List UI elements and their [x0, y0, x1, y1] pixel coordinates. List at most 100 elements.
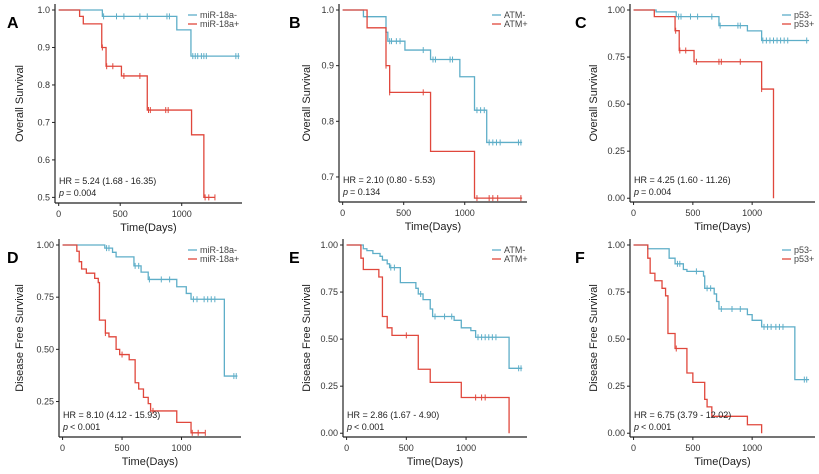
p-value: p = 0.134 — [342, 187, 380, 197]
x-axis-title: Time(Days) — [120, 222, 176, 234]
x-axis-title: Time(Days) — [405, 221, 461, 233]
hazard-ratio: HR = 6.75 (3.79 - 12.02) — [634, 410, 731, 420]
y-axis-title: Disease Free Survival — [301, 284, 313, 392]
y-tick-label: 0.50 — [607, 99, 625, 109]
p-symbol: p — [633, 187, 639, 197]
y-tick-label: 1.0 — [321, 5, 334, 15]
x-tick-label: 0 — [631, 208, 636, 218]
y-tick-label: 0.50 — [607, 334, 625, 344]
legend-label: miR-18a- — [200, 10, 237, 20]
y-axis-title: Overall Survival — [588, 64, 600, 141]
y-tick-label: 0.9 — [321, 61, 334, 71]
x-tick-label: 1000 — [172, 443, 192, 453]
y-tick-label: 0.00 — [320, 428, 338, 438]
y-tick-label: 1.0 — [37, 5, 50, 15]
y-tick-label: 1.00 — [607, 240, 625, 250]
p-value: p < 0.001 — [346, 422, 384, 432]
y-tick-label: 0.7 — [37, 117, 50, 127]
legend-label: ATM+ — [504, 254, 528, 264]
legend-label: p53+ — [794, 254, 814, 264]
p-value: p < 0.001 — [633, 422, 671, 432]
y-axis-title: Disease Free Survival — [14, 284, 26, 392]
legend-label: ATM+ — [504, 19, 528, 29]
x-tick-label: 500 — [115, 443, 130, 453]
hazard-ratio: HR = 5.24 (1.68 - 16.35) — [59, 176, 156, 186]
y-tick-label: 1.00 — [36, 240, 54, 250]
y-tick-label: 0.8 — [37, 80, 50, 90]
y-tick-label: 0.9 — [37, 42, 50, 52]
p-value: p < 0.001 — [62, 422, 100, 432]
y-tick-label: 0.75 — [607, 287, 625, 297]
y-axis-title: Overall Survival — [301, 64, 313, 141]
panel-letter: F — [575, 250, 585, 267]
panel-letter: D — [7, 250, 19, 267]
p-symbol: p — [58, 188, 64, 198]
p-value: p = 0.004 — [633, 187, 671, 197]
p-value-text: < 0.001 — [70, 422, 100, 432]
survival-curve-ATM- — [346, 244, 523, 369]
y-tick-label: 0.50 — [36, 344, 54, 354]
panel-letter: B — [289, 15, 301, 32]
x-axis-title: Time(Days) — [694, 456, 750, 468]
y-tick-label: 0.75 — [36, 292, 54, 302]
legend-label: p53+ — [794, 19, 814, 29]
x-tick-label: 500 — [399, 443, 414, 453]
p-symbol: p — [342, 187, 348, 197]
p-symbol: p — [633, 422, 639, 432]
p-value-text: = 0.004 — [66, 188, 96, 198]
y-tick-label: 0.00 — [607, 193, 625, 203]
x-tick-label: 1000 — [742, 208, 762, 218]
x-tick-label: 1000 — [456, 443, 476, 453]
x-tick-label: 500 — [685, 443, 700, 453]
x-tick-label: 0 — [340, 208, 345, 218]
y-axis-title: Overall Survival — [14, 65, 26, 142]
survival-curve-miR-18a+ — [58, 9, 215, 199]
y-tick-label: 0.00 — [607, 428, 625, 438]
y-tick-label: 1.00 — [320, 240, 338, 250]
y-tick-label: 0.25 — [36, 397, 54, 407]
survival-curve-p53+ — [633, 244, 763, 434]
legend-label: p53- — [794, 245, 812, 255]
y-tick-label: 1.00 — [607, 5, 625, 15]
y-tick-label: 0.5 — [37, 192, 50, 202]
y-tick-label: 0.7 — [321, 172, 334, 182]
y-tick-label: 0.75 — [607, 52, 625, 62]
panel-letter: C — [575, 15, 587, 32]
legend-label: ATM- — [504, 245, 525, 255]
legend-label: miR-18a- — [200, 245, 237, 255]
x-axis-title: Time(Days) — [694, 221, 750, 233]
legend-label: miR-18a+ — [200, 19, 239, 29]
p-symbol: p — [346, 422, 352, 432]
survival-curve-miR-18a- — [58, 9, 240, 57]
panel-e: E 0.00 0.25 0.50 0.75 1.00 0 500 1000 Time(Days) D… — [289, 239, 528, 468]
hazard-ratio: HR = 2.86 (1.67 - 4.90) — [347, 410, 439, 420]
x-tick-label: 0 — [344, 443, 349, 453]
panel-a: A 0.5 0.6 0.7 0.8 0.9 1.0 0 500 1000 Time(Days) Ove… — [7, 4, 242, 234]
x-tick-label: 500 — [113, 209, 128, 219]
y-tick-label: 0.50 — [320, 334, 338, 344]
y-axis-title: Disease Free Survival — [588, 284, 600, 392]
hazard-ratio: HR = 2.10 (0.80 - 5.53) — [343, 175, 435, 185]
panel-f: F 0.00 0.25 0.50 0.75 1.00 0 500 1000 Time(Days) D… — [575, 239, 815, 468]
panel-d: D 0.25 0.50 0.75 1.00 0 500 1000 Time(Days) Disea… — [7, 239, 241, 468]
p-value-text: < 0.001 — [641, 422, 671, 432]
panel-letter: E — [289, 250, 300, 267]
survival-curve-ATM+ — [342, 9, 523, 199]
legend-label: p53- — [794, 10, 812, 20]
panel-c: C 0.00 0.25 0.50 0.75 1.00 0 500 1000 Time(Days) O… — [575, 4, 815, 233]
legend-label: miR-18a+ — [200, 254, 239, 264]
x-tick-label: 1000 — [455, 208, 475, 218]
x-tick-label: 0 — [631, 443, 636, 453]
x-tick-label: 1000 — [172, 209, 192, 219]
hazard-ratio: HR = 4.25 (1.60 - 11.26) — [634, 175, 731, 185]
x-tick-label: 1000 — [742, 443, 762, 453]
p-value: p = 0.004 — [58, 188, 96, 198]
y-tick-label: 0.75 — [320, 287, 338, 297]
survival-curve-ATM- — [342, 9, 523, 144]
x-tick-label: 500 — [685, 208, 700, 218]
p-value-text: < 0.001 — [354, 422, 384, 432]
x-tick-label: 500 — [396, 208, 411, 218]
p-value-text: = 0.004 — [641, 187, 671, 197]
survival-curve-ATM+ — [346, 244, 510, 434]
